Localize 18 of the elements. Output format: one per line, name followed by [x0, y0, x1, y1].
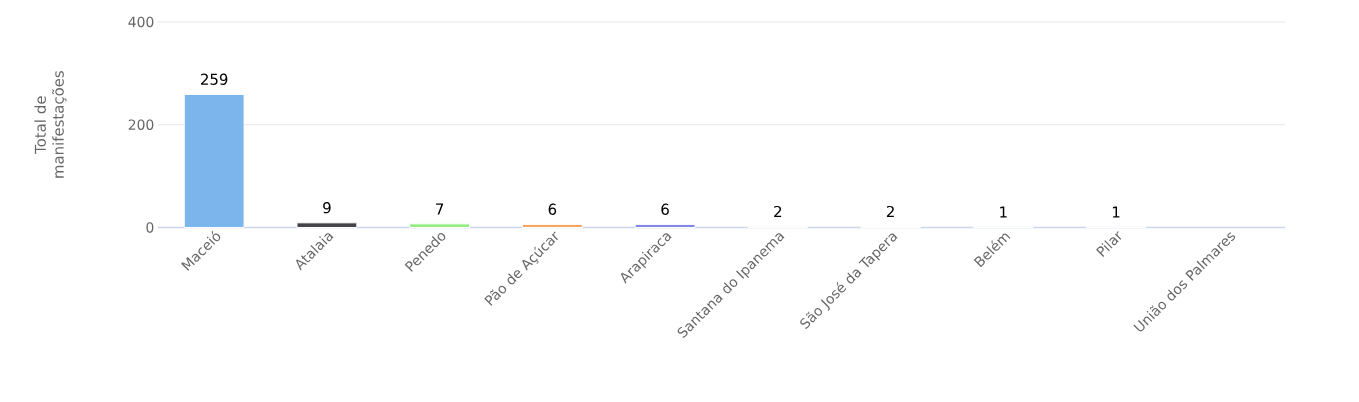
y-tick-label: 400	[128, 16, 154, 28]
y-tick-label: 200	[128, 119, 154, 130]
data-label: 2	[774, 205, 782, 217]
data-label: 2	[886, 205, 894, 217]
data-label: 6	[661, 203, 669, 215]
data-label: 259	[201, 73, 228, 85]
data-label: 1	[1112, 206, 1120, 218]
bar	[634, 223, 696, 228]
data-label: 6	[548, 203, 557, 215]
bar	[521, 223, 583, 228]
bar	[183, 93, 245, 228]
data-label: 1	[1000, 206, 1007, 218]
y-tick-label: 0	[146, 222, 154, 233]
data-label: 7	[436, 203, 444, 215]
bar	[296, 222, 358, 228]
y-axis-title: Total de manifestações	[34, 71, 67, 178]
bar	[409, 223, 471, 228]
data-label: 9	[323, 202, 331, 214]
